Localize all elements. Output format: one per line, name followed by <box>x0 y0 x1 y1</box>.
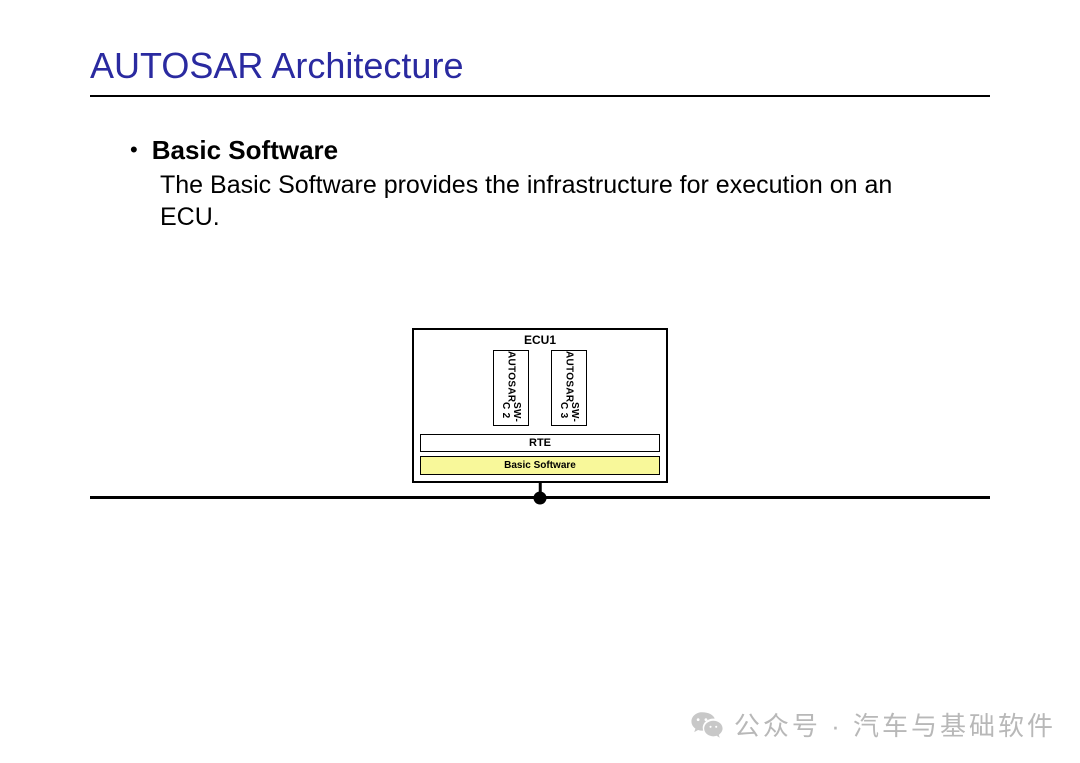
bullet-body: The Basic Software provides the infrastr… <box>160 169 940 233</box>
swc-box-3: AUTOSAR SW-C 3 <box>551 350 587 426</box>
bullet-row: • Basic Software <box>130 135 990 165</box>
slide: AUTOSAR Architecture • Basic Software Th… <box>0 0 1080 763</box>
slide-title: AUTOSAR Architecture <box>90 45 990 87</box>
swc-text-2a: AUTOSAR <box>506 351 517 402</box>
watermark: 公众号 · 汽车与基础软件 <box>690 706 1056 743</box>
content-block: • Basic Software The Basic Software prov… <box>90 135 990 233</box>
watermark-text: 公众号 · 汽车与基础软件 <box>734 706 1056 743</box>
swc-text-3b: SW-C 3 <box>558 402 580 425</box>
bullet-dot-icon: • <box>130 135 138 165</box>
bus-node-icon <box>534 492 547 505</box>
ecu-label: ECU1 <box>420 332 660 350</box>
ecu-box: ECU1 AUTOSAR SW-C 2 AUTOSAR SW-C 3 RTE B… <box>412 328 668 483</box>
rte-box: RTE <box>420 434 660 452</box>
swc-box-2: AUTOSAR SW-C 2 <box>493 350 529 426</box>
swc-row: AUTOSAR SW-C 2 AUTOSAR SW-C 3 <box>420 350 660 426</box>
bullet-heading: Basic Software <box>152 135 338 165</box>
title-underline <box>90 95 990 97</box>
basic-software-box: Basic Software <box>420 456 660 475</box>
ecu-diagram: ECU1 AUTOSAR SW-C 2 AUTOSAR SW-C 3 RTE B… <box>90 328 990 558</box>
swc-text-2b: SW-C 2 <box>500 402 522 425</box>
swc-text-3a: AUTOSAR <box>564 351 575 402</box>
wechat-icon <box>690 708 724 742</box>
